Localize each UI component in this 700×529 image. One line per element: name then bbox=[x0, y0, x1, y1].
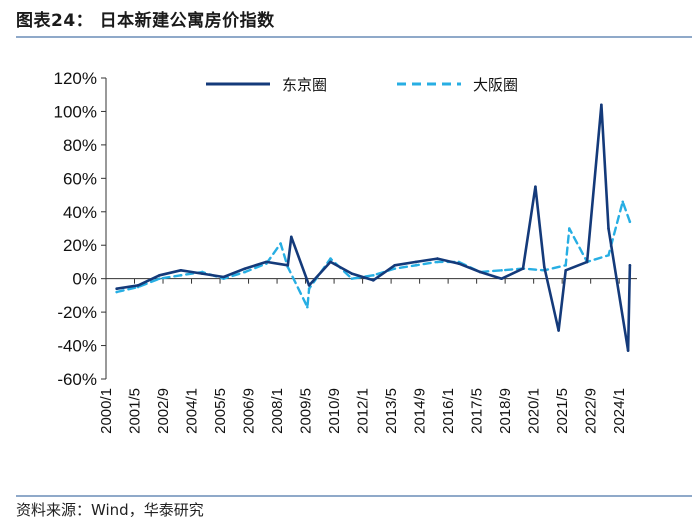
data-point-tokyo bbox=[457, 262, 461, 265]
y-tick-label: 120% bbox=[54, 69, 97, 88]
x-tick-label: 2010/9 bbox=[326, 388, 343, 434]
x-tick-label: 2018/9 bbox=[497, 388, 514, 434]
x-tick-label: 2022/9 bbox=[583, 388, 600, 434]
data-point-osaka bbox=[306, 305, 309, 309]
data-point-tokyo bbox=[307, 284, 311, 287]
data-point-osaka bbox=[350, 277, 354, 280]
data-point-osaka bbox=[621, 200, 625, 204]
x-tick-label: 2021/5 bbox=[554, 388, 571, 434]
data-point-tokyo bbox=[200, 272, 204, 275]
data-point-osaka bbox=[567, 227, 571, 230]
data-point-tokyo bbox=[600, 103, 603, 107]
y-tick-label: 20% bbox=[63, 236, 97, 255]
data-point-tokyo bbox=[436, 257, 439, 260]
data-point-tokyo bbox=[371, 279, 375, 282]
x-tick-label: 2009/5 bbox=[298, 388, 315, 434]
data-point-tokyo bbox=[414, 260, 418, 264]
legend-label-osaka: 大阪圈 bbox=[473, 76, 518, 94]
x-tick-label: 2014/9 bbox=[412, 388, 429, 434]
data-point-tokyo bbox=[286, 263, 290, 267]
data-point-osaka bbox=[158, 277, 161, 280]
x-tick-label: 2008/1 bbox=[269, 388, 286, 434]
data-point-osaka bbox=[564, 263, 568, 267]
x-tick-label: 2020/1 bbox=[526, 388, 543, 434]
data-point-tokyo bbox=[115, 287, 118, 291]
line-chart: -60% -40% -20% 0% 20% 40% 60% 80% 100% 120% 2000/… bbox=[54, 69, 637, 434]
y-tick-label: -20% bbox=[57, 303, 97, 322]
x-tick-label: 2013/5 bbox=[383, 388, 400, 434]
y-tick-label: 60% bbox=[63, 169, 97, 188]
title-rule bbox=[16, 36, 692, 38]
data-point-osaka bbox=[115, 290, 118, 294]
data-point-osaka bbox=[371, 274, 375, 277]
data-point-tokyo bbox=[222, 275, 225, 279]
x-tick-label: 2004/1 bbox=[184, 388, 201, 434]
x-tick-label: 2001/5 bbox=[127, 388, 144, 434]
data-point-osaka bbox=[279, 242, 282, 245]
series-line-osaka bbox=[115, 200, 632, 309]
data-point-tokyo bbox=[557, 329, 560, 332]
data-point-tokyo bbox=[158, 274, 161, 277]
x-tick-label: 2017/5 bbox=[469, 388, 486, 434]
data-point-osaka bbox=[607, 253, 610, 257]
data-point-osaka bbox=[500, 269, 503, 272]
data-point-tokyo bbox=[500, 277, 503, 280]
data-point-tokyo bbox=[564, 269, 568, 272]
data-point-tokyo bbox=[478, 270, 482, 274]
data-point-tokyo bbox=[521, 267, 525, 270]
source-rule bbox=[16, 495, 692, 497]
data-point-tokyo bbox=[243, 267, 247, 270]
series-layer bbox=[115, 103, 632, 352]
y-tick-label: 80% bbox=[63, 136, 97, 155]
data-point-tokyo bbox=[585, 260, 589, 264]
data-point-tokyo bbox=[626, 349, 630, 352]
data-point-tokyo bbox=[534, 185, 537, 188]
data-point-tokyo bbox=[543, 265, 546, 269]
data-point-osaka bbox=[628, 220, 632, 224]
data-point-tokyo bbox=[393, 263, 396, 267]
data-point-osaka bbox=[393, 267, 396, 270]
data-point-osaka bbox=[436, 260, 439, 264]
data-point-tokyo bbox=[607, 227, 610, 230]
data-point-tokyo bbox=[290, 235, 293, 239]
y-tick-label: 100% bbox=[54, 102, 97, 121]
y-tick-label: 40% bbox=[63, 203, 97, 222]
x-tick-label: 2002/9 bbox=[155, 388, 172, 434]
data-point-osaka bbox=[179, 274, 183, 277]
x-tick-label: 2000/1 bbox=[98, 388, 115, 434]
legend-label-tokyo: 东京圈 bbox=[282, 76, 327, 94]
data-point-osaka bbox=[243, 270, 247, 274]
data-point-tokyo bbox=[136, 284, 140, 287]
y-tick-label: 0% bbox=[72, 270, 97, 289]
data-point-tokyo bbox=[350, 272, 354, 275]
x-tick-label: 2012/1 bbox=[355, 388, 372, 434]
y-tick-label: -40% bbox=[57, 337, 97, 356]
series-line-tokyo bbox=[115, 103, 632, 352]
data-point-osaka bbox=[414, 263, 418, 267]
data-point-osaka bbox=[329, 257, 332, 260]
data-point-tokyo bbox=[628, 263, 632, 267]
x-tick-label: 2024/1 bbox=[611, 388, 628, 434]
x-tick-label: 2006/9 bbox=[241, 388, 258, 434]
y-axis: -60% -40% -20% 0% 20% 40% 60% 80% 100% 120% bbox=[54, 69, 107, 389]
source-note: 资料来源：Wind，华泰研究 bbox=[16, 501, 204, 519]
legend: 东京圈 大阪圈 bbox=[206, 76, 518, 94]
data-point-tokyo bbox=[329, 260, 332, 264]
x-axis: 2000/1 2001/5 2002/9 2004/1 2005/5 2006/9 2008… bbox=[98, 278, 637, 434]
figure-title: 图表24： 日本新建公寓房价指数 bbox=[16, 11, 275, 31]
x-tick-label: 2016/1 bbox=[440, 388, 457, 434]
y-tick-label: -60% bbox=[57, 370, 97, 389]
data-point-osaka bbox=[307, 287, 311, 291]
data-point-tokyo bbox=[265, 260, 268, 264]
x-tick-label: 2005/5 bbox=[212, 388, 229, 434]
data-point-tokyo bbox=[179, 269, 183, 272]
